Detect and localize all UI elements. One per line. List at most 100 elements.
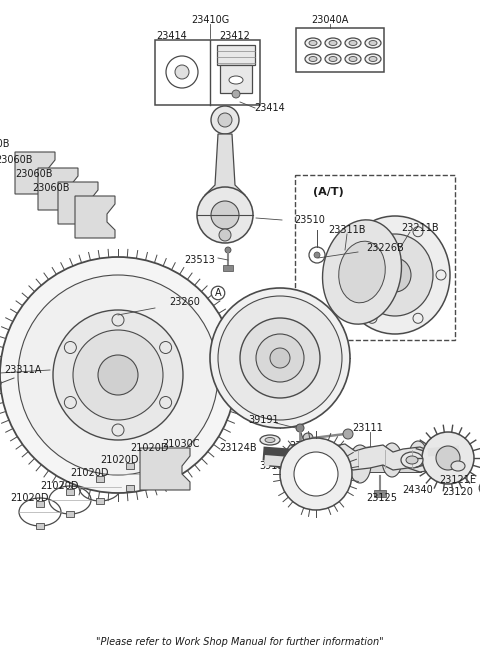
Ellipse shape (349, 41, 357, 45)
Bar (295, 175, 455, 340)
Circle shape (296, 424, 304, 432)
Text: 24340: 24340 (403, 485, 433, 495)
Text: 23510: 23510 (295, 215, 325, 225)
Text: 23414: 23414 (254, 103, 286, 113)
Circle shape (219, 229, 231, 241)
Text: 23414: 23414 (156, 31, 187, 41)
Text: 21020D: 21020D (100, 455, 139, 465)
Bar (156, 451, 164, 457)
Text: 23060B: 23060B (0, 155, 33, 165)
Bar (415, 453, 463, 467)
Text: 21020D: 21020D (130, 443, 168, 453)
Bar (295, 459, 361, 477)
Text: 23060B: 23060B (33, 183, 70, 193)
Ellipse shape (229, 76, 243, 84)
Text: 21030C: 21030C (162, 439, 200, 449)
Bar (36, 523, 44, 529)
Text: "Please refer to Work Shop Manual for further information": "Please refer to Work Shop Manual for fu… (96, 637, 384, 647)
Text: A: A (215, 288, 221, 298)
Ellipse shape (409, 441, 427, 471)
Ellipse shape (349, 445, 371, 483)
Text: 39190A: 39190A (259, 461, 297, 471)
Bar (36, 501, 44, 507)
Text: 23226B: 23226B (366, 243, 404, 253)
Circle shape (316, 451, 324, 459)
Text: 23124B: 23124B (219, 443, 257, 453)
Bar (355, 456, 421, 472)
Text: 23040A: 23040A (312, 15, 348, 25)
Bar (220, 65, 252, 93)
Polygon shape (140, 448, 190, 490)
Ellipse shape (401, 452, 423, 468)
Text: 39191: 39191 (249, 415, 279, 425)
Polygon shape (75, 196, 115, 238)
Ellipse shape (345, 54, 361, 64)
Ellipse shape (284, 453, 306, 491)
Bar (223, 265, 233, 271)
Text: 23410G: 23410G (191, 15, 229, 25)
Ellipse shape (305, 54, 321, 64)
Bar (126, 463, 134, 469)
Ellipse shape (382, 443, 402, 477)
Bar (66, 489, 74, 495)
Bar (156, 473, 164, 479)
Circle shape (256, 334, 304, 382)
Ellipse shape (339, 241, 385, 303)
Circle shape (98, 355, 138, 395)
Bar (296, 28, 384, 72)
Polygon shape (283, 443, 435, 472)
Ellipse shape (329, 41, 337, 45)
Ellipse shape (406, 456, 418, 464)
Circle shape (218, 296, 342, 420)
Circle shape (0, 257, 236, 493)
Text: 23060B: 23060B (0, 139, 10, 149)
Text: 23127B: 23127B (303, 455, 341, 465)
Circle shape (197, 187, 253, 243)
Text: 23120: 23120 (443, 487, 473, 497)
Polygon shape (58, 182, 98, 224)
Circle shape (422, 432, 474, 484)
Ellipse shape (305, 38, 321, 48)
Bar (126, 485, 134, 491)
Ellipse shape (320, 451, 340, 485)
Circle shape (18, 275, 218, 475)
Circle shape (294, 452, 338, 496)
Polygon shape (205, 134, 245, 215)
Circle shape (73, 330, 163, 420)
Text: 23311B: 23311B (328, 225, 366, 235)
Ellipse shape (325, 54, 341, 64)
Circle shape (436, 446, 460, 470)
Bar (217, 45, 255, 65)
Text: 23111: 23111 (353, 423, 384, 433)
Ellipse shape (451, 461, 465, 471)
Text: 23412: 23412 (219, 31, 251, 41)
Ellipse shape (309, 41, 317, 45)
Circle shape (280, 438, 352, 510)
Circle shape (211, 106, 239, 134)
Bar (66, 511, 74, 517)
Circle shape (270, 348, 290, 368)
Text: 23121E: 23121E (440, 475, 477, 485)
Circle shape (240, 318, 320, 398)
Text: (A/T): (A/T) (312, 187, 343, 197)
Circle shape (175, 65, 189, 79)
Text: 23260: 23260 (169, 297, 201, 307)
Text: 23211B: 23211B (401, 223, 439, 233)
Ellipse shape (369, 41, 377, 45)
Bar (294, 445, 306, 453)
Text: 21020D: 21020D (40, 481, 79, 491)
Text: 23513: 23513 (185, 255, 216, 265)
Circle shape (232, 90, 240, 98)
Ellipse shape (309, 56, 317, 62)
Ellipse shape (349, 56, 357, 62)
Ellipse shape (345, 38, 361, 48)
Ellipse shape (265, 438, 275, 443)
Ellipse shape (260, 435, 280, 445)
Polygon shape (15, 152, 55, 194)
Circle shape (210, 288, 350, 428)
Text: 23311A: 23311A (4, 365, 41, 375)
Text: 23060B: 23060B (15, 169, 53, 179)
Bar (96, 476, 104, 482)
Circle shape (343, 429, 353, 439)
Text: 23126A: 23126A (289, 441, 327, 451)
